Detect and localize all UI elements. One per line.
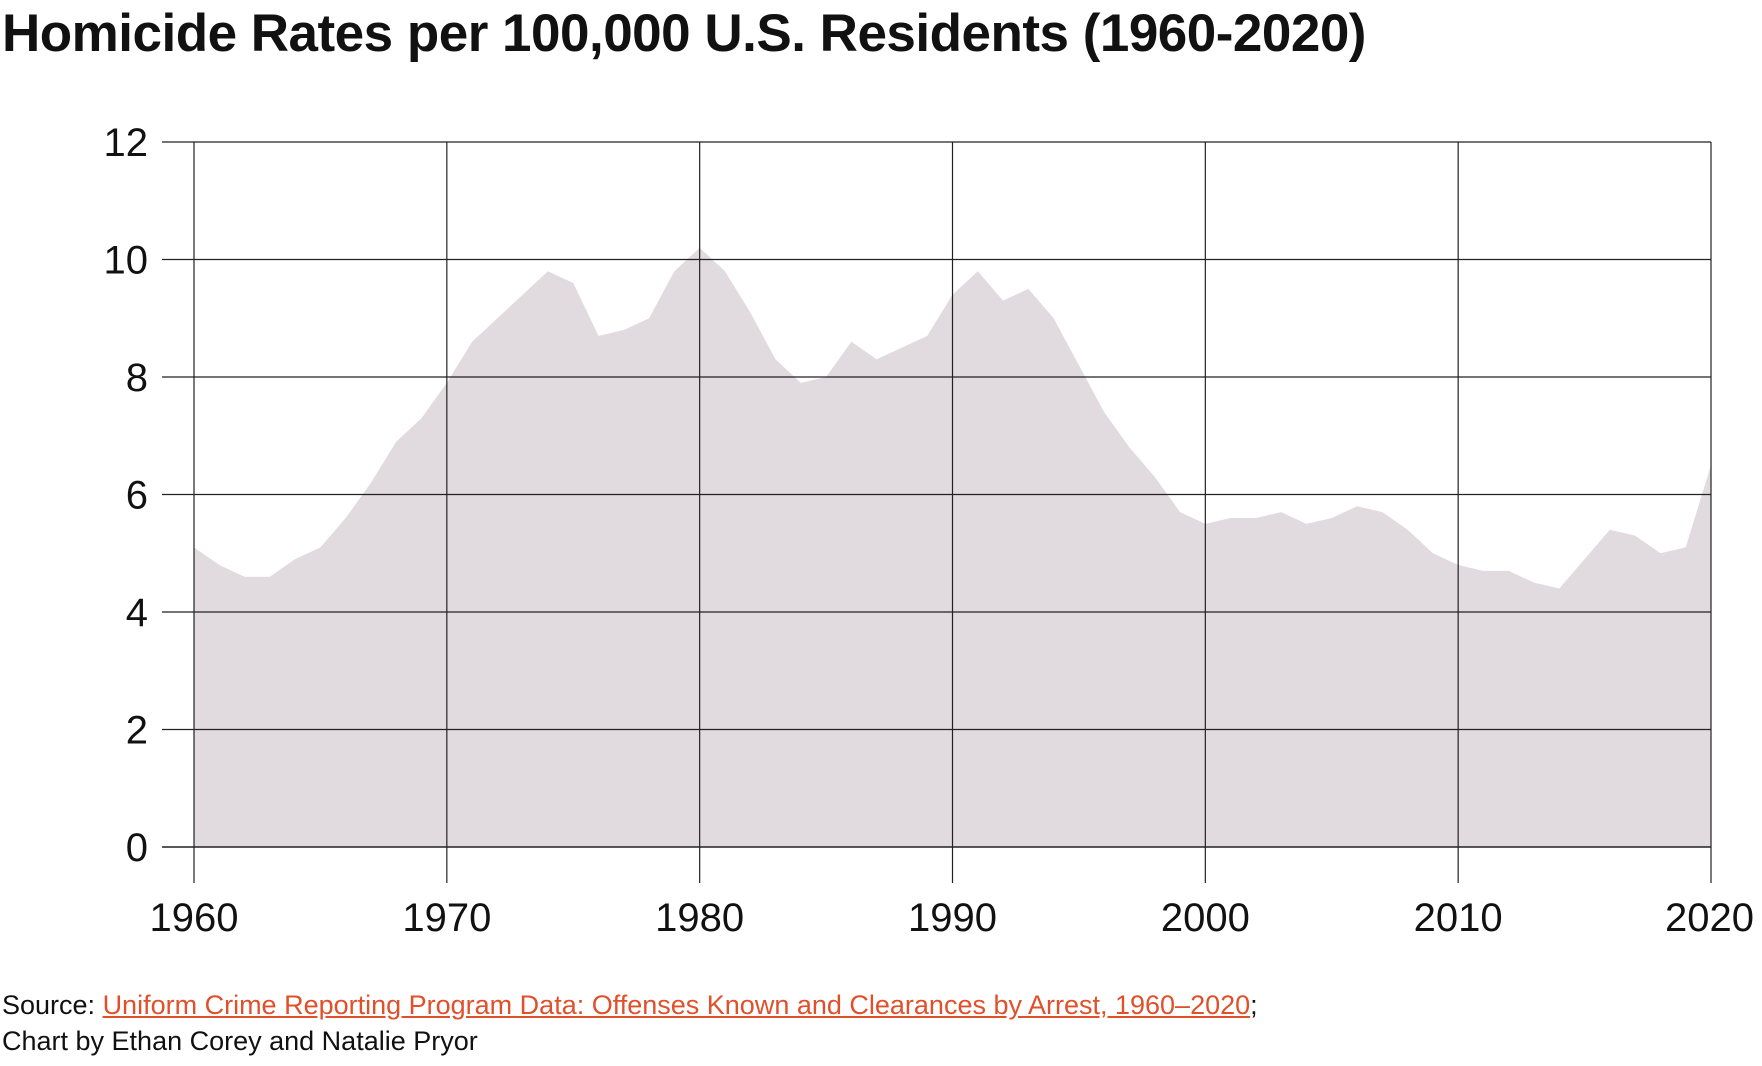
y-tick-label-0: 0: [126, 826, 148, 870]
y-axis-labels: 0 2 4 6 8 10 12: [104, 121, 149, 870]
source-line: Source: Uniform Crime Reporting Program …: [2, 987, 1258, 1023]
source-prefix: Source:: [2, 990, 103, 1020]
source-link[interactable]: Uniform Crime Reporting Program Data: Of…: [102, 990, 1251, 1020]
chart-footer: Source: Uniform Crime Reporting Program …: [2, 987, 1258, 1059]
y-tick-label-6: 6: [126, 474, 148, 518]
x-tick-label-2020: 2020: [1665, 896, 1754, 940]
x-tick-label-2000: 2000: [1161, 896, 1250, 940]
x-axis-labels: 1960 1970 1980 1990 2000 2010 2020: [150, 896, 1754, 940]
x-tick-label-1970: 1970: [402, 896, 491, 940]
homicide-rate-chart: 0 2 4 6 8 10 12 1960 1970 1980 1990 2000 2010 2020: [104, 121, 1755, 940]
y-tick-label-12: 12: [104, 121, 149, 165]
chart-title: Homicide Rates per 100,000 U.S. Resident…: [2, 4, 1366, 63]
y-tick-label-8: 8: [126, 356, 148, 400]
y-tick-label-4: 4: [126, 591, 148, 635]
chart-credit: Chart by Ethan Corey and Natalie Pryor: [2, 1026, 478, 1056]
grid-layer: [162, 141, 1712, 883]
x-tick-label-1980: 1980: [655, 896, 744, 940]
x-tick-label-1960: 1960: [150, 896, 239, 940]
source-suffix: ;: [1250, 990, 1258, 1020]
x-tick-label-2010: 2010: [1414, 896, 1503, 940]
y-tick-label-10: 10: [104, 239, 149, 283]
y-tick-label-2: 2: [126, 709, 148, 753]
x-tick-label-1990: 1990: [908, 896, 997, 940]
